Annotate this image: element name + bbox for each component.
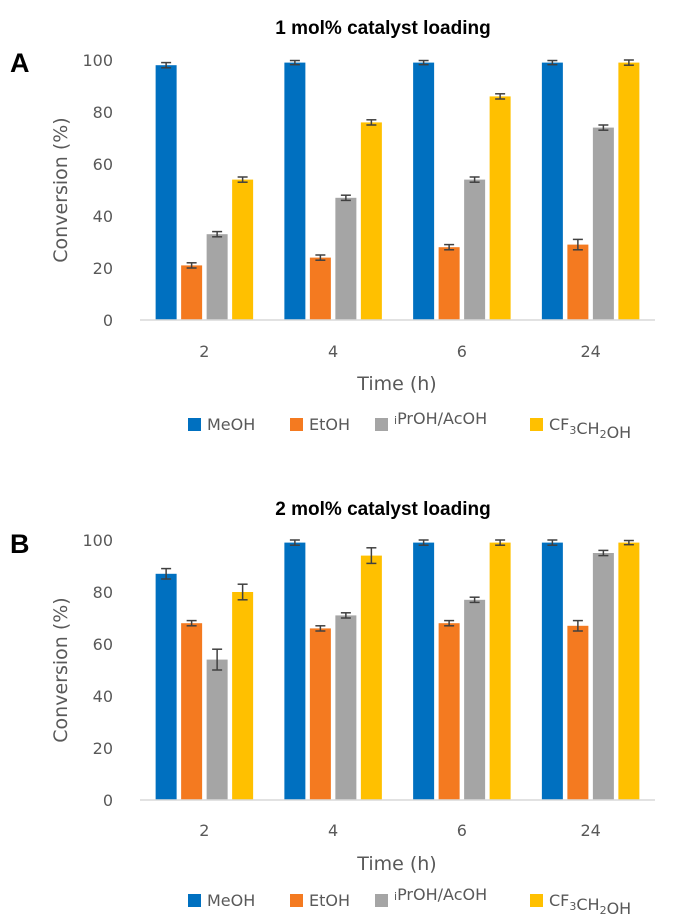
legend-label: MeOH: [207, 891, 255, 910]
chart-a-legend: MeOH EtOH iPrOH/AcOH CF3CH2OH: [188, 409, 631, 442]
chart-b-bar-iproh-acoh-6h: [464, 600, 485, 800]
chart-b-bar-iproh-acoh-24h: [593, 553, 614, 800]
chart-b-ylabel: Conversion (%): [50, 597, 72, 742]
chart-b-legend-meoh: MeOH: [188, 891, 255, 910]
chart-a-bar-cf3ch2oh-24h: [618, 63, 639, 320]
chart-a-legend-meoh: MeOH: [188, 415, 255, 434]
chart-b-bar-cf3ch2oh-4h: [361, 556, 382, 800]
chart-a-bar-meoh-2h: [156, 65, 177, 320]
chart-a-xtick-6: 6: [457, 342, 467, 361]
legend-swatch: [530, 894, 543, 907]
legend-label: CF3CH2OH: [549, 415, 631, 442]
chart-a-bar-meoh-6h: [413, 63, 434, 320]
chart-a-legend-etoh: EtOH: [290, 415, 350, 434]
chart-a-bar-iproh-acoh-6h: [464, 180, 485, 320]
legend-label: CF3CH2OH: [549, 891, 631, 915]
chart-a-bar-meoh-4h: [284, 63, 305, 320]
chart-a-bar-cf3ch2oh-6h: [490, 96, 511, 320]
chart-b-bar-etoh-6h: [439, 623, 460, 800]
chart-b: B 2 mol% catalyst loading Time (h) Conve…: [10, 499, 655, 915]
legend-swatch: [290, 894, 303, 907]
legend-swatch: [530, 418, 543, 431]
chart-a-ylabel: Conversion (%): [50, 117, 72, 262]
chart-b-bar-etoh-2h: [181, 623, 202, 800]
chart-b-bar-cf3ch2oh-2h: [232, 592, 253, 800]
chart-a-bar-etoh-6h: [439, 247, 460, 320]
chart-b-xlabel: Time (h): [356, 853, 436, 875]
legend-label: EtOH: [309, 891, 350, 910]
chart-a-legend-iproh-acoh: iPrOH/AcOH: [375, 409, 487, 431]
chart-a-xlabel: Time (h): [356, 373, 436, 395]
chart-a: A 1 mol% catalyst loading Time (h) Conve…: [10, 18, 655, 442]
panel-label-b: B: [10, 529, 30, 559]
legend-label: EtOH: [309, 415, 350, 434]
chart-a-bar-iproh-acoh-4h: [335, 198, 356, 320]
chart-a-ytick-80: 80: [93, 103, 113, 122]
chart-a-legend-cf3ch2oh: CF3CH2OH: [530, 415, 631, 442]
chart-b-legend: MeOH EtOH iPrOH/AcOH CF3CH2OH: [188, 885, 631, 915]
chart-b-bar-meoh-6h: [413, 543, 434, 800]
legend-swatch: [375, 418, 388, 431]
chart-b-bar-etoh-4h: [310, 628, 331, 800]
chart-b-bar-meoh-24h: [542, 543, 563, 800]
legend-swatch: [375, 894, 388, 907]
chart-b-bar-etoh-24h: [567, 626, 588, 800]
chart-a-bar-meoh-24h: [542, 63, 563, 320]
chart-a-xtick-4: 4: [328, 342, 338, 361]
chart-a-bar-etoh-24h: [567, 245, 588, 320]
chart-a-bar-iproh-acoh-24h: [593, 128, 614, 320]
chart-a-bar-iproh-acoh-2h: [207, 234, 228, 320]
chart-a-bar-etoh-2h: [181, 265, 202, 320]
legend-swatch: [188, 894, 201, 907]
legend-swatch: [290, 418, 303, 431]
chart-b-bar-meoh-2h: [156, 574, 177, 800]
chart-b-bar-cf3ch2oh-24h: [618, 543, 639, 800]
chart-b-bar-iproh-acoh-4h: [335, 615, 356, 800]
chart-b-ytick-100: 100: [82, 531, 113, 550]
chart-b-xtick-6: 6: [457, 821, 467, 840]
legend-label: iPrOH/AcOH: [394, 885, 487, 904]
legend-label: MeOH: [207, 415, 255, 434]
chart-a-xtick-2: 2: [199, 342, 209, 361]
legend-swatch: [188, 418, 201, 431]
chart-a-bar-cf3ch2oh-4h: [361, 122, 382, 320]
chart-a-ytick-100: 100: [82, 51, 113, 70]
chart-b-bar-iproh-acoh-2h: [207, 660, 228, 800]
chart-a-ytick-0: 0: [103, 311, 113, 330]
chart-b-ytick-0: 0: [103, 791, 113, 810]
chart-a-ytick-40: 40: [93, 207, 113, 226]
chart-b-ytick-60: 60: [93, 635, 113, 654]
chart-a-bar-cf3ch2oh-2h: [232, 180, 253, 320]
chart-b-bar-cf3ch2oh-6h: [490, 543, 511, 800]
chart-b-xtick-24: 24: [580, 821, 600, 840]
chart-b-ytick-20: 20: [93, 739, 113, 758]
chart-b-legend-iproh-acoh: iPrOH/AcOH: [375, 885, 487, 907]
chart-b-legend-cf3ch2oh: CF3CH2OH: [530, 891, 631, 915]
chart-b-legend-etoh: EtOH: [290, 891, 350, 910]
chart-b-ytick-40: 40: [93, 687, 113, 706]
chart-b-title: 2 mol% catalyst loading: [275, 499, 490, 520]
chart-b-ytick-80: 80: [93, 583, 113, 602]
chart-a-ytick-60: 60: [93, 155, 113, 174]
chart-b-xtick-4: 4: [328, 821, 338, 840]
chart-b-xtick-2: 2: [199, 821, 209, 840]
chart-a-ytick-20: 20: [93, 259, 113, 278]
chart-a-title: 1 mol% catalyst loading: [275, 18, 490, 39]
chart-a-xtick-24: 24: [580, 342, 600, 361]
legend-label: iPrOH/AcOH: [394, 409, 487, 428]
chart-a-bar-etoh-4h: [310, 258, 331, 320]
chart-b-bar-meoh-4h: [284, 543, 305, 800]
chart-a-plot: 0204060801002 4 6 24: [82, 51, 655, 361]
panel-label-a: A: [10, 48, 30, 78]
